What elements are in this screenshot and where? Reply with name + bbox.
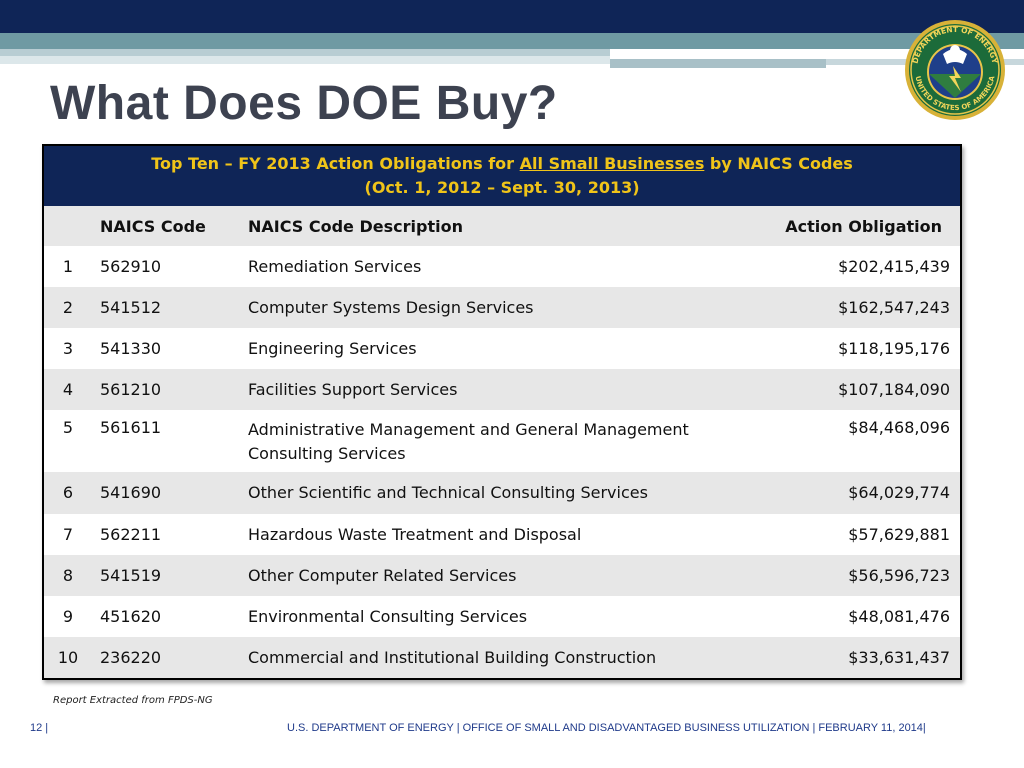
row-code: 236220 — [92, 636, 240, 678]
row-description: Remediation Services — [240, 246, 740, 288]
row-description: Administrative Management and General Ma… — [240, 410, 740, 473]
table-row: 2 541512 Computer Systems Design Service… — [44, 287, 961, 329]
table-row: 5 561611 Administrative Management and G… — [44, 410, 961, 473]
row-description: Commercial and Institutional Building Co… — [240, 636, 740, 678]
row-amount: $162,547,243 — [740, 287, 961, 329]
table-row: 8 541519 Other Computer Related Services… — [44, 554, 961, 596]
header-band-step — [610, 49, 1024, 59]
header-band-lighter — [0, 56, 610, 64]
row-amount: $33,631,437 — [740, 636, 961, 678]
naics-table: Top Ten – FY 2013 Action Obligations for… — [44, 146, 961, 678]
table-title-suffix: by NAICS Codes — [704, 154, 853, 173]
row-code: 562211 — [92, 513, 240, 555]
header-band — [0, 33, 1024, 49]
table-row: 1 562910 Remediation Services $202,415,4… — [44, 246, 961, 288]
table-row: 7 562211 Hazardous Waste Treatment and D… — [44, 513, 961, 555]
row-description: Computer Systems Design Services — [240, 287, 740, 329]
column-header-rank — [44, 206, 92, 246]
table-title: Top Ten – FY 2013 Action Obligations for… — [44, 146, 961, 206]
row-amount: $57,629,881 — [740, 513, 961, 555]
row-rank: 1 — [44, 246, 92, 288]
row-code: 561611 — [92, 410, 240, 473]
row-code: 561210 — [92, 369, 240, 411]
column-header-amount: Action Obligation — [740, 206, 961, 246]
table-title-prefix: Top Ten – FY 2013 Action Obligations for — [151, 154, 520, 173]
table-title-row: Top Ten – FY 2013 Action Obligations for… — [44, 146, 961, 206]
row-amount: $118,195,176 — [740, 328, 961, 370]
row-amount: $56,596,723 — [740, 554, 961, 596]
page-title: What Does DOE Buy? — [50, 77, 558, 130]
row-code: 541519 — [92, 554, 240, 596]
row-rank: 8 — [44, 554, 92, 596]
naics-table-container: Top Ten – FY 2013 Action Obligations for… — [42, 144, 962, 680]
row-code: 562910 — [92, 246, 240, 288]
row-code: 451620 — [92, 595, 240, 637]
header-bar — [0, 0, 1024, 33]
header-band-step-accent — [610, 59, 826, 68]
table-row: 9 451620 Environmental Consulting Servic… — [44, 595, 961, 637]
footer-text: U.S. DEPARTMENT OF ENERGY | OFFICE OF SM… — [287, 722, 926, 734]
row-description: Engineering Services — [240, 328, 740, 370]
row-rank: 10 — [44, 636, 92, 678]
row-code: 541512 — [92, 287, 240, 329]
doe-seal-logo: DEPARTMENT OF ENERGY UNITED STATES OF AM… — [905, 20, 1005, 120]
row-rank: 4 — [44, 369, 92, 411]
column-header-code: NAICS Code — [92, 206, 240, 246]
row-amount: $84,468,096 — [740, 410, 961, 473]
row-amount: $64,029,774 — [740, 472, 961, 514]
row-amount: $48,081,476 — [740, 595, 961, 637]
slide-number: 12 | — [30, 722, 49, 734]
row-code: 541330 — [92, 328, 240, 370]
row-description: Hazardous Waste Treatment and Disposal — [240, 513, 740, 555]
table-row: 6 541690 Other Scientific and Technical … — [44, 472, 961, 514]
row-rank: 3 — [44, 328, 92, 370]
table-title-emphasis: All Small Businesses — [519, 154, 705, 173]
table-row: 3 541330 Engineering Services $118,195,1… — [44, 328, 961, 370]
source-note: Report Extracted from FPDS-NG — [53, 695, 213, 706]
row-rank: 9 — [44, 595, 92, 637]
row-amount: $107,184,090 — [740, 369, 961, 411]
row-description: Other Computer Related Services — [240, 554, 740, 596]
column-header-row: NAICS Code NAICS Code Description Action… — [44, 206, 961, 246]
table-row: 4 561210 Facilities Support Services $10… — [44, 369, 961, 411]
row-description: Other Scientific and Technical Consultin… — [240, 472, 740, 514]
row-rank: 5 — [44, 410, 92, 473]
row-description: Facilities Support Services — [240, 369, 740, 411]
row-description: Environmental Consulting Services — [240, 595, 740, 637]
row-rank: 2 — [44, 287, 92, 329]
row-rank: 7 — [44, 513, 92, 555]
row-code: 541690 — [92, 472, 240, 514]
header-band-light — [0, 49, 1024, 56]
row-rank: 6 — [44, 472, 92, 514]
table-row: 10 236220 Commercial and Institutional B… — [44, 636, 961, 678]
row-amount: $202,415,439 — [740, 246, 961, 288]
column-header-description: NAICS Code Description — [240, 206, 740, 246]
table-subtitle-dates: (Oct. 1, 2012 – Sept. 30, 2013) — [364, 178, 640, 197]
